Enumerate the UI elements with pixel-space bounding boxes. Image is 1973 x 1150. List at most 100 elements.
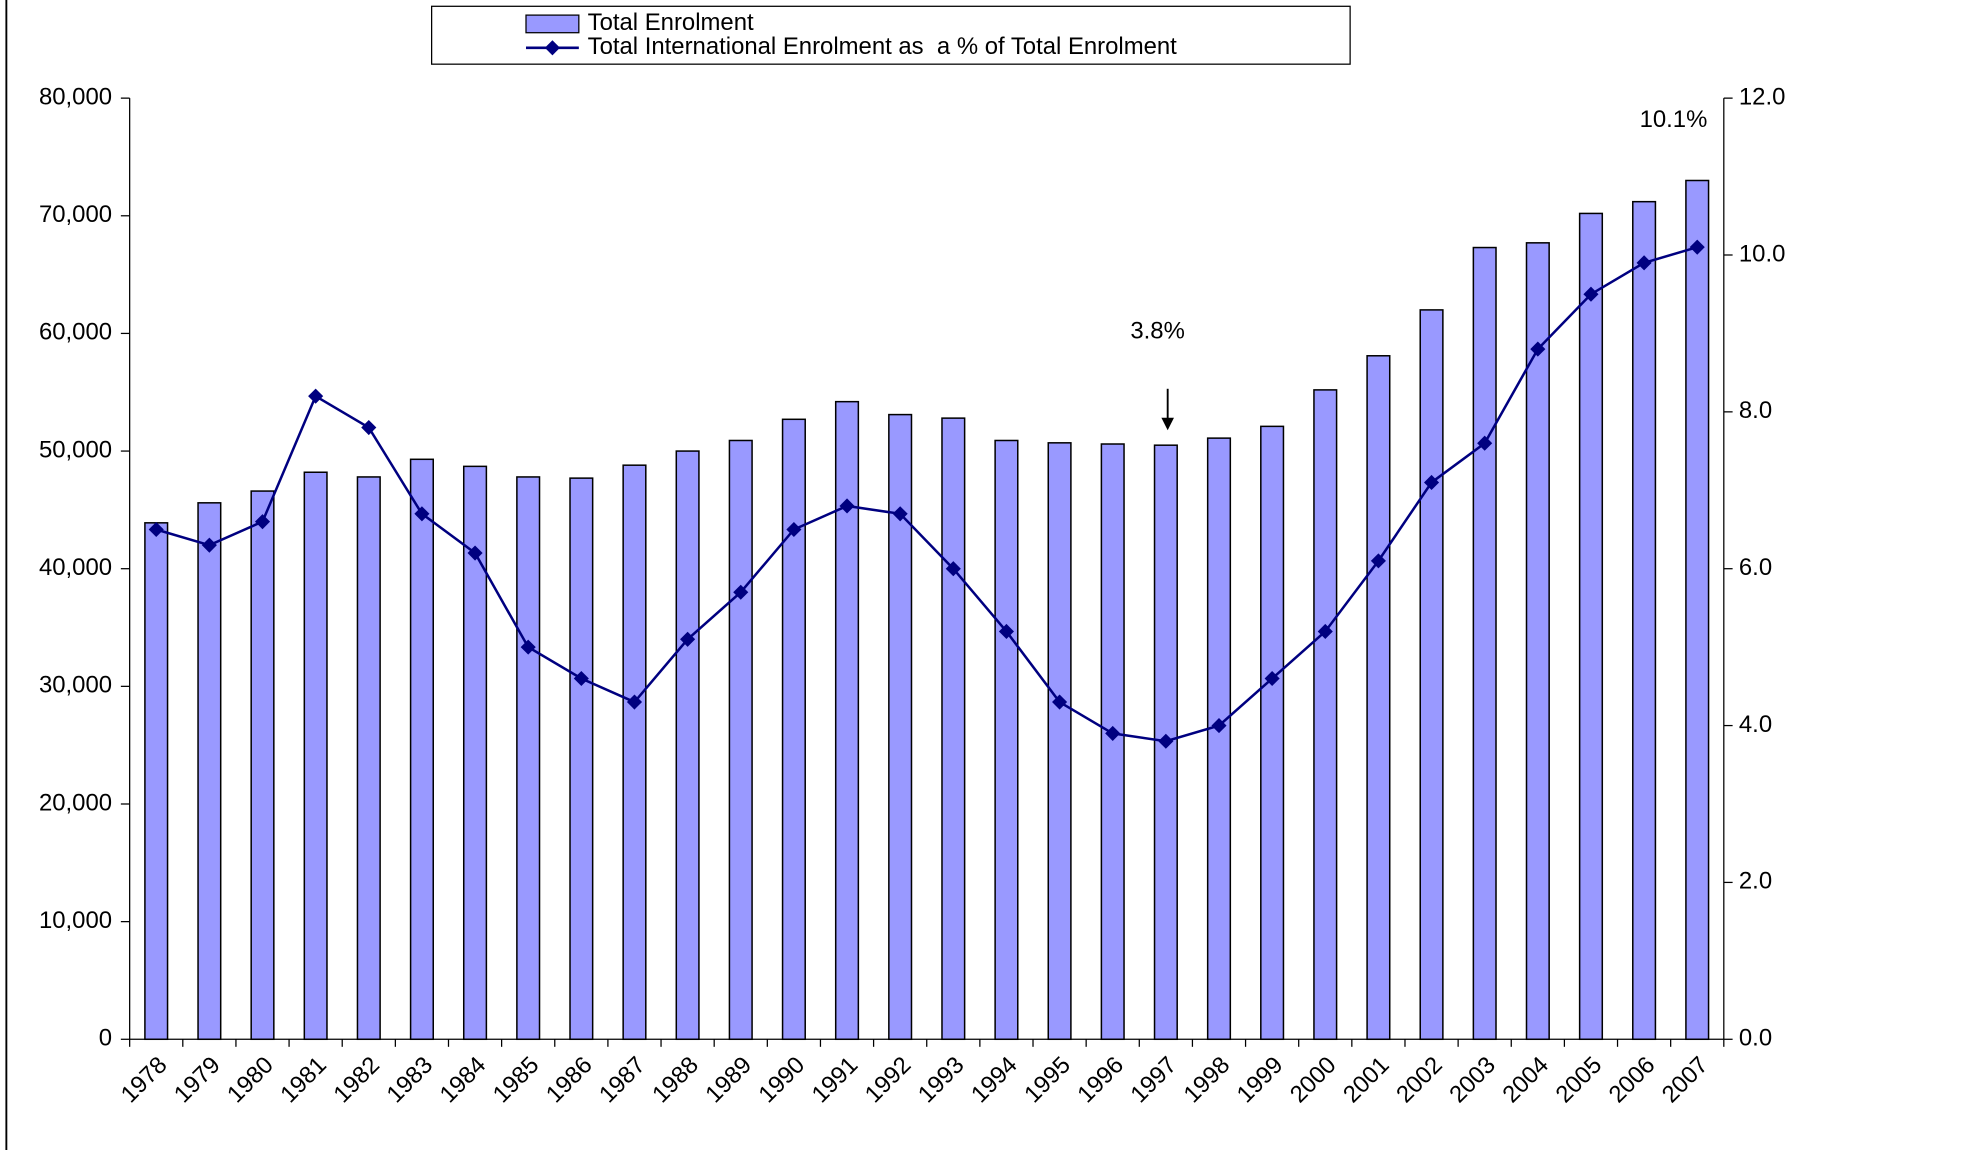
- bar: [1313, 389, 1338, 1041]
- marker: [361, 419, 377, 436]
- bar: [1100, 443, 1125, 1041]
- x-tick-label: 1988: [647, 1052, 704, 1109]
- y2-tick-label: 0.0: [1739, 1025, 1772, 1052]
- marker: [626, 694, 643, 710]
- bar: [569, 477, 594, 1041]
- bar: [994, 439, 1019, 1041]
- marker: [1264, 670, 1280, 687]
- bar: [728, 439, 753, 1041]
- x-tick-label: 1980: [222, 1052, 279, 1109]
- x-tick-label: 1989: [700, 1052, 757, 1109]
- x-tick-label: 1981: [275, 1052, 332, 1109]
- bar: [462, 465, 488, 1041]
- y2-tick-label: 2.0: [1739, 868, 1772, 895]
- x-tick-label: 1979: [169, 1052, 226, 1109]
- x-tick-label: 1994: [966, 1052, 1023, 1109]
- legend-label: Total International Enrolment as a % of …: [588, 33, 1178, 60]
- bar: [1260, 425, 1285, 1041]
- legend-box: [431, 5, 1351, 65]
- x-tick-label: 1992: [860, 1052, 917, 1109]
- bar: [356, 476, 381, 1041]
- y2-tick-label: 4.0: [1739, 711, 1772, 738]
- x-tick-label: 1998: [1179, 1052, 1236, 1109]
- x-tick-label: 1996: [1072, 1052, 1129, 1109]
- marker: [1636, 255, 1652, 271]
- bar: [781, 418, 806, 1041]
- bar: [516, 476, 541, 1041]
- y-tick-label: 30,000: [39, 672, 112, 699]
- y2-tick-label: 10.0: [1739, 240, 1786, 267]
- bar: [144, 522, 169, 1041]
- marker: [1158, 733, 1174, 749]
- x-tick-label: 1978: [116, 1052, 173, 1109]
- bar: [888, 413, 913, 1041]
- legend-marker: [544, 40, 560, 56]
- marker: [839, 498, 855, 514]
- bar: [409, 458, 435, 1041]
- annotation: 10.1%: [1640, 106, 1708, 133]
- bar: [1047, 442, 1072, 1041]
- marker: [308, 388, 324, 404]
- marker: [786, 521, 802, 538]
- x-tick-label: 2004: [1497, 1052, 1554, 1109]
- bar: [622, 464, 647, 1041]
- bar: [1472, 246, 1497, 1041]
- bar: [1578, 212, 1604, 1041]
- x-tick-label: 2001: [1338, 1052, 1395, 1109]
- bar: [303, 471, 328, 1041]
- x-tick-label: 1984: [435, 1052, 492, 1109]
- bar: [1632, 200, 1657, 1041]
- marker: [1689, 239, 1705, 255]
- y2-tick-label: 6.0: [1739, 554, 1772, 581]
- x-tick-label: 1982: [328, 1052, 385, 1109]
- y-tick-label: 50,000: [39, 436, 112, 463]
- x-tick-label: 2000: [1285, 1052, 1342, 1109]
- y-tick-label: 60,000: [39, 319, 112, 346]
- y-tick-label: 70,000: [39, 201, 112, 228]
- marker: [1530, 341, 1546, 357]
- x-tick-label: 2002: [1391, 1052, 1448, 1109]
- y-tick-label: 40,000: [39, 554, 112, 581]
- bar: [250, 490, 275, 1041]
- x-tick-label: 1990: [753, 1052, 810, 1109]
- bar: [941, 417, 966, 1041]
- bar: [834, 400, 860, 1041]
- marker: [1052, 694, 1068, 710]
- x-tick-label: 1983: [381, 1052, 438, 1109]
- bar: [1206, 437, 1232, 1041]
- x-tick-label: 2006: [1604, 1052, 1661, 1109]
- chart-frame: [5, 0, 8, 1150]
- x-tick-label: 1997: [1125, 1052, 1182, 1109]
- x-tick-label: 1986: [541, 1052, 598, 1109]
- x-tick-label: 1985: [488, 1052, 545, 1109]
- bar: [1419, 309, 1444, 1041]
- x-tick-label: 2003: [1444, 1052, 1501, 1109]
- marker: [1370, 553, 1386, 569]
- marker: [1423, 474, 1440, 490]
- annotation-arrowhead: [1161, 417, 1174, 431]
- y2-tick-label: 8.0: [1739, 397, 1772, 424]
- bar: [1685, 179, 1710, 1041]
- y-tick-label: 10,000: [39, 907, 112, 934]
- x-tick-label: 1987: [594, 1052, 651, 1109]
- x-tick-label: 2005: [1551, 1052, 1608, 1109]
- bar: [1525, 242, 1550, 1041]
- legend-swatch: [525, 14, 580, 34]
- x-tick-label: 1991: [807, 1052, 864, 1109]
- line: [155, 245, 1698, 743]
- bar: [675, 450, 700, 1041]
- x-tick-label: 1993: [913, 1052, 970, 1109]
- y2-tick-label: 12.0: [1739, 83, 1786, 110]
- bar: [1366, 355, 1391, 1041]
- marker: [1477, 435, 1493, 451]
- x-tick-label: 1995: [1019, 1052, 1076, 1109]
- marker: [680, 631, 696, 647]
- y-tick-label: 80,000: [39, 83, 112, 110]
- bar: [197, 502, 222, 1041]
- annotation: 3.8%: [1130, 317, 1184, 344]
- x-tick-label: 2007: [1657, 1052, 1714, 1109]
- y-tick-label: 0: [99, 1025, 112, 1052]
- legend-label: Total Enrolment: [588, 9, 754, 36]
